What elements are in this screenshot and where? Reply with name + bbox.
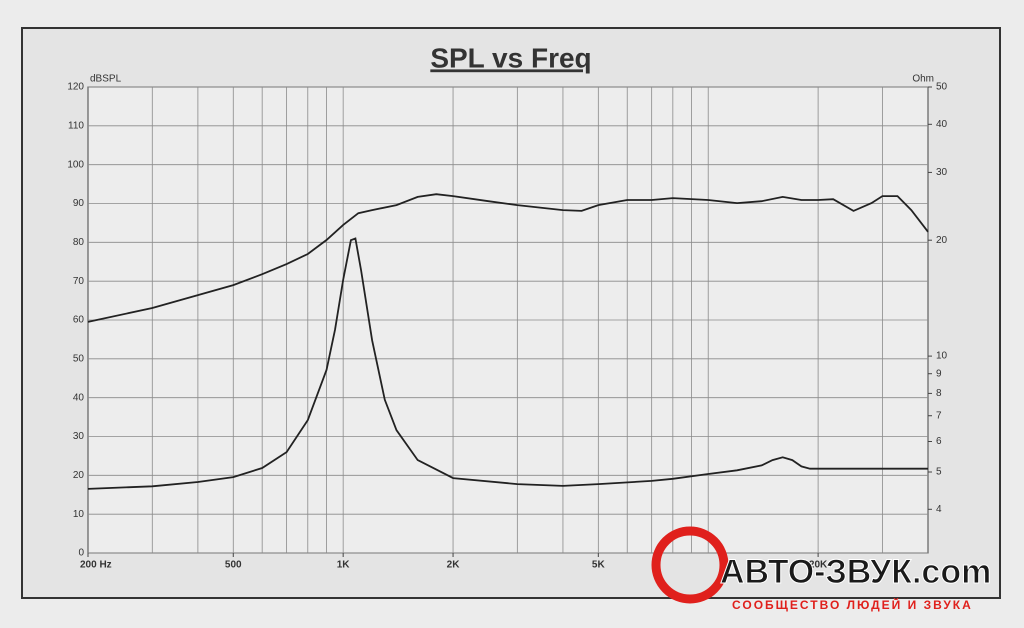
y-tick-label: 30 (73, 431, 85, 442)
x-tick-label: 20K (809, 560, 828, 571)
chart-title: SPL vs Freq (430, 42, 591, 73)
y2-tick-label: 6 (936, 436, 942, 447)
y2-tick-label: 7 (936, 410, 942, 421)
logo-ring (651, 526, 729, 604)
y2-tick-label: 5 (936, 467, 942, 478)
y2-tick-label: 30 (936, 167, 948, 178)
data-line (87, 237, 928, 490)
y-tick-label: 10 (73, 509, 85, 520)
y2-axis-label: Ohm (912, 74, 934, 85)
y-tick-label: 110 (68, 120, 84, 131)
y-tick-label: 120 (67, 82, 84, 93)
watermark-subtitle: СООБЩЕСТВО ЛЮДЕЙ И ЗВУКА (732, 597, 973, 612)
y2-tick-label: 8 (936, 388, 942, 399)
y-tick-label: 80 (73, 237, 85, 248)
y-tick-label: 50 (73, 353, 85, 364)
y2-tick-label: 40 (936, 119, 948, 130)
y-tick-label: 0 (78, 548, 84, 559)
y2-tick-label: 20 (936, 235, 948, 246)
y-tick-label: 100 (67, 159, 84, 170)
data-line (87, 193, 929, 323)
x-tick-label: 500 (225, 560, 242, 571)
watermark-title: АВТО-ЗВУК.com (720, 553, 991, 591)
y2-tick-label: 4 (936, 504, 942, 515)
marks: 0 10 20 30 40 50 60 70 80 90 100 110 120 4 5 6 7 8 9 10 20 30… (67, 82, 947, 571)
y-tick-label: 60 (73, 315, 85, 326)
y2-tick-label: 50 (936, 82, 948, 93)
x-tick-label: 2K (447, 560, 461, 571)
y2-tick-label: 10 (936, 351, 948, 362)
y-axis-label: dBSPL (90, 74, 122, 85)
x-tick-label: 200 Hz (80, 560, 112, 571)
y-tick-label: 20 (73, 470, 85, 481)
y-tick-label: 70 (73, 276, 85, 287)
watermark: АВТО-ЗВУК.com СООБЩЕСТВО ЛЮДЕЙ И ЗВУКА (651, 526, 992, 612)
x-tick-label: 1K (337, 560, 351, 571)
y-tick-label: 40 (73, 392, 85, 403)
x-tick-label: 5K (592, 560, 606, 571)
y2-tick-label: 9 (936, 368, 942, 379)
y-tick-label: 90 (73, 198, 85, 209)
